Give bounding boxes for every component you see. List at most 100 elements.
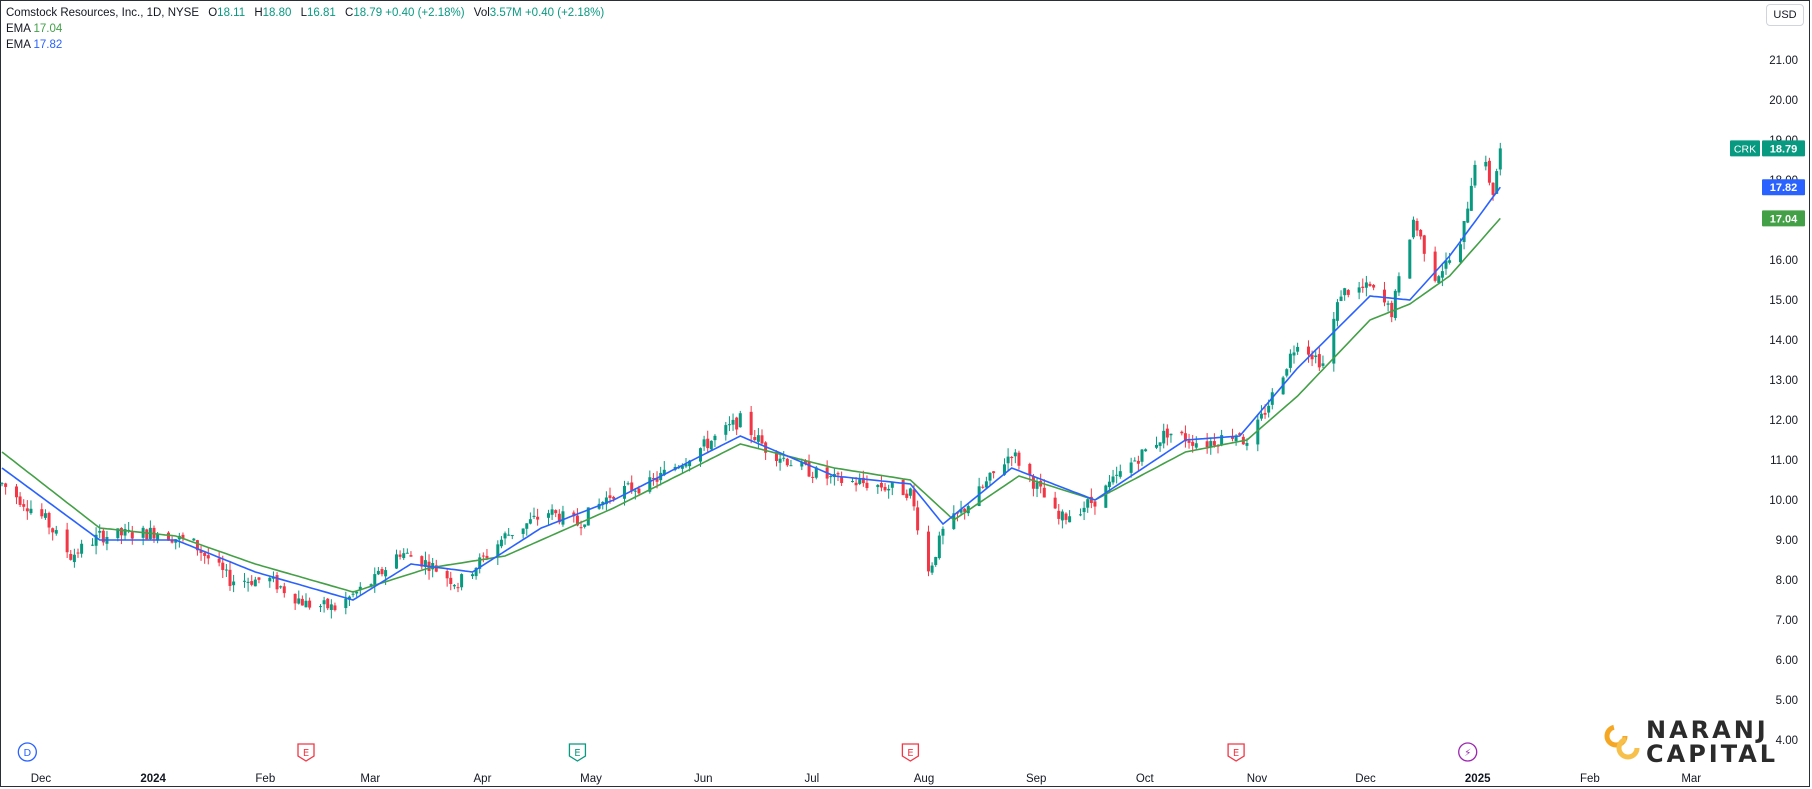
event-marker-icon[interactable]: E bbox=[297, 743, 315, 762]
event-marker-icon[interactable]: E bbox=[1227, 743, 1245, 762]
candle-body bbox=[1306, 346, 1310, 355]
candle-body bbox=[333, 605, 337, 611]
candle-body bbox=[123, 529, 127, 536]
candle-body bbox=[380, 569, 384, 575]
x-tick-label: Feb bbox=[1580, 773, 1600, 785]
candle-body bbox=[1382, 289, 1386, 303]
ema-slow-row[interactable]: EMA 17.04 bbox=[6, 21, 604, 37]
time-axis[interactable]: Dec 2024 Feb Mar Apr May Jun Jul Aug Sep Oct Nov Dec… bbox=[31, 773, 1702, 785]
event-marker-icon[interactable]: E bbox=[568, 743, 587, 762]
candle-body bbox=[612, 496, 616, 499]
candle-body bbox=[648, 477, 652, 492]
candle-body bbox=[1408, 239, 1412, 279]
x-tick-label: Dec bbox=[1355, 773, 1376, 785]
candle-body bbox=[1165, 428, 1169, 438]
price-tags: 18.79 CRK 17.82 17.04 bbox=[1730, 140, 1805, 227]
currency-button[interactable]: USD bbox=[1766, 4, 1804, 26]
event-marker-icon[interactable]: D bbox=[17, 742, 37, 762]
candle-body bbox=[1335, 302, 1339, 321]
candle-body bbox=[221, 562, 225, 570]
x-tick-label: Dec bbox=[31, 773, 52, 785]
candle-body bbox=[503, 533, 507, 539]
candle-body bbox=[192, 538, 196, 541]
candle-body bbox=[445, 571, 449, 579]
candle-body bbox=[47, 512, 51, 528]
volume-change: +0.40 (+2.18%) bbox=[524, 7, 605, 19]
ema-fast-row[interactable]: EMA 17.82 bbox=[6, 37, 604, 53]
high-label: H bbox=[254, 7, 263, 19]
candle-body bbox=[1013, 452, 1017, 457]
candle-body bbox=[1010, 456, 1014, 459]
ticker-tag-bg bbox=[1730, 140, 1760, 157]
candle-body bbox=[402, 553, 406, 559]
event-marker-icon[interactable]: E bbox=[901, 743, 920, 762]
y-tick-label: 13.00 bbox=[1769, 375, 1798, 387]
candle-body bbox=[525, 523, 529, 529]
candle-body bbox=[156, 534, 160, 541]
candle-body bbox=[297, 598, 301, 604]
y-tick-label: 4.00 bbox=[1776, 735, 1798, 747]
y-tick-label: 10.00 bbox=[1769, 495, 1798, 507]
candle-body bbox=[1285, 369, 1289, 376]
event-shield bbox=[1227, 743, 1245, 762]
candle-body bbox=[1082, 507, 1086, 513]
candle-body bbox=[887, 488, 891, 491]
candle-body bbox=[586, 507, 590, 526]
candle-body bbox=[760, 435, 764, 444]
candle-body bbox=[930, 565, 934, 573]
candle-body bbox=[774, 451, 778, 461]
candle-body bbox=[474, 567, 478, 577]
candle-body bbox=[456, 587, 460, 589]
x-tick-label: Nov bbox=[1247, 773, 1268, 785]
candle-body bbox=[275, 575, 279, 590]
candle-body bbox=[1245, 443, 1249, 446]
candle-body bbox=[789, 465, 793, 467]
candle-body bbox=[101, 530, 105, 543]
candle-body bbox=[279, 586, 283, 588]
candle-body bbox=[1053, 497, 1057, 509]
candle-body bbox=[521, 528, 525, 534]
ema-slow-line bbox=[1, 217, 1501, 593]
candle-body bbox=[1487, 160, 1491, 183]
candle-body bbox=[232, 581, 236, 586]
event-symbol: E bbox=[1233, 748, 1239, 759]
candle-body bbox=[1183, 433, 1187, 442]
candle-body bbox=[228, 569, 232, 586]
candle-body bbox=[836, 473, 840, 475]
candle-body bbox=[550, 509, 554, 515]
price-axis[interactable]: 21.0020.0019.0018.0017.0016.0015.0014.00… bbox=[1769, 55, 1798, 747]
candle-body bbox=[195, 540, 199, 551]
candle-body bbox=[1346, 290, 1350, 295]
candle-body bbox=[420, 556, 424, 567]
candle-body bbox=[80, 543, 84, 554]
candle-body bbox=[250, 581, 254, 585]
y-tick-label: 9.00 bbox=[1776, 535, 1798, 547]
candle-body bbox=[478, 557, 482, 569]
candle-body bbox=[1419, 229, 1423, 237]
candle-body bbox=[318, 606, 322, 608]
candle-body bbox=[850, 481, 854, 483]
candle-body bbox=[4, 483, 8, 487]
event-circle bbox=[1458, 742, 1478, 762]
candle-body bbox=[242, 580, 246, 582]
candle-body bbox=[608, 495, 612, 498]
candle-body bbox=[1259, 413, 1263, 419]
candle-body bbox=[1068, 516, 1072, 523]
y-tick-label: 21.00 bbox=[1769, 55, 1798, 67]
candle-body bbox=[1238, 433, 1242, 436]
candle-body bbox=[1093, 501, 1097, 507]
event-marker-icon[interactable]: ⚡ bbox=[1458, 742, 1478, 762]
candle-body bbox=[662, 469, 666, 476]
candle-body bbox=[803, 461, 807, 465]
candle-body bbox=[376, 570, 380, 575]
y-tick-label: 14.00 bbox=[1769, 335, 1798, 347]
candle-body bbox=[98, 530, 102, 533]
candle-body bbox=[1361, 286, 1365, 288]
candle-body bbox=[905, 493, 909, 498]
candle-body bbox=[507, 534, 511, 536]
candle-body bbox=[1060, 511, 1064, 521]
event-markers[interactable]: D E E E E ⚡ bbox=[17, 742, 1478, 762]
symbol-title[interactable]: Comstock Resources, Inc., 1D, NYSE bbox=[6, 7, 200, 19]
candle-body bbox=[1415, 220, 1419, 231]
